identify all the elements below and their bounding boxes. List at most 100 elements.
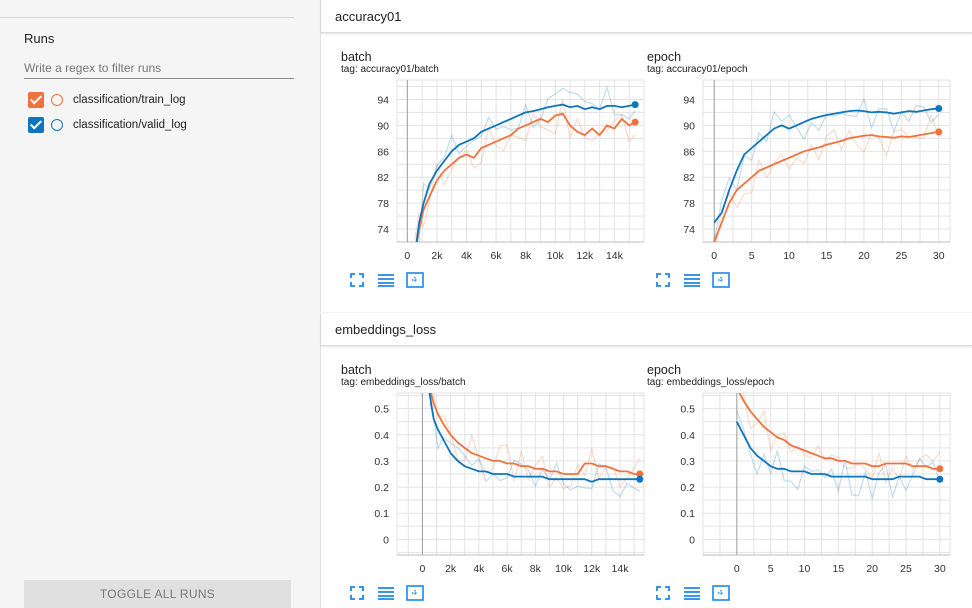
series-end-point [935, 105, 942, 112]
section-title: accuracy01 [335, 9, 401, 24]
toggle-log-scale-icon[interactable] [376, 272, 396, 288]
chart-title: batch [341, 50, 372, 64]
series-end-point [636, 476, 643, 483]
series-raw-line [430, 404, 640, 497]
chart-card-embeddings-loss-epoch: epoch tag: embeddings_loss/epoch 0 0.1 0.2… [647, 363, 957, 603]
x-tick-label: 2k [431, 250, 443, 262]
y-tick-label: 0.3 [374, 456, 389, 468]
section-title: embeddings_loss [335, 322, 436, 337]
x-tick-label: 10 [783, 250, 795, 262]
run-checkbox-train[interactable] [28, 92, 44, 108]
chart-card-accuracy01-batch: batch tag: accuracy01/batch 74 78 82 86 90 94… [341, 50, 651, 290]
toggle-log-scale-icon[interactable] [682, 585, 702, 601]
run-color-circle-train[interactable] [51, 94, 63, 106]
series-end-point [935, 128, 942, 135]
y-tick-label: 0 [689, 534, 695, 546]
x-tick-label: 5 [749, 250, 755, 262]
line-chart-accuracy01-batch[interactable]: 74 78 82 86 90 94 0 2k 4k 6k 8k 10k 12k 14k [341, 76, 646, 276]
series-end-point [936, 476, 943, 483]
y-tick-label: 86 [683, 146, 695, 158]
run-checkbox-valid[interactable] [28, 117, 44, 133]
chart-tag: tag: embeddings_loss/epoch [647, 377, 774, 388]
fit-domain-icon[interactable] [347, 585, 367, 601]
y-tick-label: 82 [377, 172, 389, 184]
series-end-point [632, 119, 639, 126]
y-tick-label: 0.2 [374, 482, 389, 494]
x-tick-label: 8k [520, 250, 532, 262]
y-tick-label: 90 [683, 120, 695, 132]
y-tick-label: 78 [683, 198, 695, 210]
series-end-point [632, 101, 639, 108]
chart-toolbar [653, 272, 731, 288]
fit-domain-icon[interactable] [347, 272, 367, 288]
x-tick-label: 14k [606, 250, 624, 262]
section-header-embeddings-loss[interactable]: embeddings_loss [321, 313, 972, 346]
zoom-extent-icon[interactable] [711, 585, 731, 601]
chart-tag: tag: accuracy01/batch [341, 64, 439, 75]
section-embeddings-loss: embeddings_loss batch tag: embeddings_lo… [320, 313, 972, 608]
chart-card-accuracy01-epoch: epoch tag: accuracy01/epoch 74 78 82 86 90 94… [647, 50, 957, 290]
toggle-log-scale-icon[interactable] [376, 585, 396, 601]
chart-toolbar [653, 585, 731, 601]
series-raw-line [415, 99, 635, 240]
y-tick-label: 90 [377, 120, 389, 132]
run-row-train[interactable]: classification/train_log [28, 91, 186, 109]
y-tick-label: 0 [383, 534, 389, 546]
x-tick-label: 14k [612, 563, 630, 575]
x-tick-label: 4k [461, 250, 473, 262]
x-tick-label: 20 [866, 563, 878, 575]
line-chart-accuracy01-epoch[interactable]: 74 78 82 86 90 94 0 5 10 15 20 25 30 [647, 76, 952, 276]
y-tick-label: 0.5 [374, 404, 389, 416]
y-tick-label: 74 [377, 224, 389, 236]
x-tick-label: 6k [502, 563, 514, 575]
x-tick-label: 0 [419, 563, 425, 575]
section-header-accuracy01[interactable]: accuracy01 [321, 0, 972, 33]
x-tick-label: 0 [404, 250, 410, 262]
series-line [415, 114, 635, 255]
x-tick-label: 20 [858, 250, 870, 262]
x-tick-label: 15 [821, 250, 833, 262]
x-tick-label: 30 [934, 563, 946, 575]
chart-card-embeddings-loss-batch: batch tag: embeddings_loss/batch 0 0.1 0.2… [341, 363, 651, 603]
runs-sidebar: Runs classification/train_log classifica… [0, 0, 312, 608]
x-tick-label: 8k [530, 563, 542, 575]
run-label-train: classification/train_log [73, 94, 186, 106]
line-chart-embeddings-loss-batch[interactable]: 0 0.1 0.2 0.3 0.4 0.5 0 2k 4k 6k 8k 10k 12k 14k [341, 389, 646, 589]
run-filter-input[interactable] [24, 58, 294, 79]
x-tick-label: 12k [576, 250, 594, 262]
x-tick-label: 12k [583, 563, 601, 575]
x-tick-label: 10k [555, 563, 573, 575]
x-tick-label: 5 [768, 563, 774, 575]
sidebar-divider [0, 17, 294, 18]
zoom-extent-icon[interactable] [405, 585, 425, 601]
run-row-valid[interactable]: classification/valid_log [28, 116, 187, 134]
y-tick-label: 82 [683, 172, 695, 184]
toggle-all-runs-button[interactable]: TOGGLE ALL RUNS [24, 580, 291, 608]
y-tick-label: 94 [377, 94, 389, 106]
line-chart-embeddings-loss-epoch[interactable]: 0 0.1 0.2 0.3 0.4 0.5 0 5 10 15 20 25 30 [647, 389, 952, 589]
section-accuracy01: accuracy01 batch tag: accuracy01/batch 7… [320, 0, 972, 312]
zoom-extent-icon[interactable] [711, 272, 731, 288]
x-tick-label: 25 [896, 250, 908, 262]
zoom-extent-icon[interactable] [405, 272, 425, 288]
chart-tag: tag: accuracy01/epoch [647, 64, 748, 75]
chart-title: epoch [647, 50, 681, 64]
y-tick-label: 0.3 [680, 456, 695, 468]
series-line [415, 105, 635, 255]
x-tick-label: 4k [473, 563, 485, 575]
x-tick-label: 6k [491, 250, 503, 262]
x-tick-label: 15 [832, 563, 844, 575]
y-tick-label: 0.4 [680, 430, 695, 442]
x-tick-label: 30 [933, 250, 945, 262]
y-tick-label: 0.5 [680, 404, 695, 416]
chart-title: batch [341, 363, 372, 377]
y-tick-label: 0.1 [374, 508, 389, 520]
chart-toolbar [347, 585, 425, 601]
x-tick-label: 10 [799, 563, 811, 575]
fit-domain-icon[interactable] [653, 585, 673, 601]
run-color-circle-valid[interactable] [51, 119, 63, 131]
fit-domain-icon[interactable] [653, 272, 673, 288]
run-label-valid: classification/valid_log [73, 119, 187, 131]
toggle-log-scale-icon[interactable] [682, 272, 702, 288]
chart-title: epoch [647, 363, 681, 377]
